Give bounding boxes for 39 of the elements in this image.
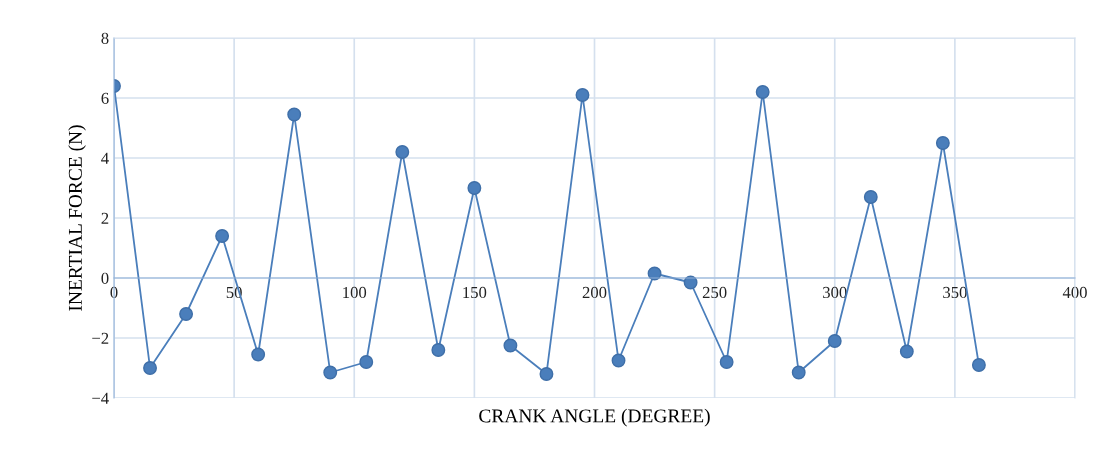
point [827, 334, 842, 348]
point [179, 307, 194, 321]
point [539, 367, 554, 381]
point [251, 347, 266, 362]
y-tick-label: 8 [101, 32, 109, 44]
x-tick-label: 250 [702, 286, 727, 299]
point [575, 88, 590, 102]
y-tick-label: 4 [101, 152, 109, 164]
x-tick-label: 300 [823, 286, 847, 299]
point [287, 107, 302, 122]
point [971, 358, 986, 372]
y-tick-label: 0 [101, 272, 109, 284]
point [863, 190, 878, 204]
point [143, 361, 157, 375]
point [611, 353, 626, 368]
y-tick-label: 2 [101, 212, 109, 224]
x-tick-label: 0 [110, 286, 118, 299]
point [395, 145, 410, 159]
point [215, 229, 230, 243]
point [431, 343, 446, 357]
x-tick-label: 200 [582, 286, 607, 299]
x-tick-label: 400 [1062, 286, 1087, 299]
point [935, 136, 950, 150]
point [359, 355, 374, 369]
x-tick-label: 350 [943, 286, 967, 299]
point [323, 365, 338, 380]
y-tick-label: −2 [92, 332, 109, 344]
point [719, 355, 734, 369]
y-axis-title: INERTIAL FORCE (N) [68, 125, 86, 311]
point [899, 344, 914, 359]
y-tick-label: 6 [101, 92, 109, 104]
point [467, 181, 482, 195]
point [503, 338, 518, 353]
x-axis-title: CRANK ANGLE (DEGREE) [479, 408, 710, 427]
x-tick-label: 150 [463, 286, 487, 299]
y-tick-label: −4 [92, 392, 109, 404]
point [755, 85, 770, 99]
point [791, 365, 806, 380]
x-tick-label: 100 [343, 286, 367, 299]
